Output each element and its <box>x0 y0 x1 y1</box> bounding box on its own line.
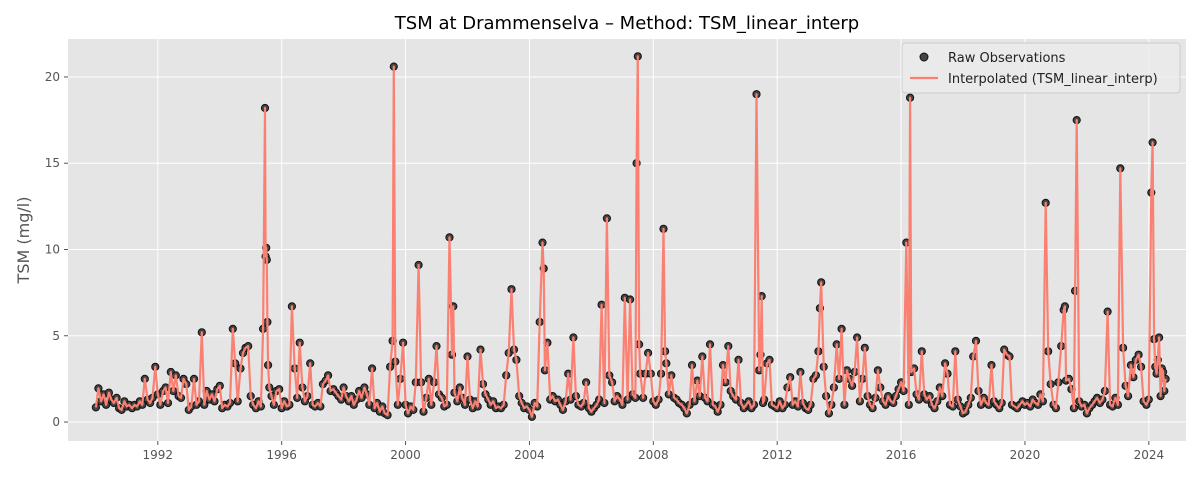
legend-label-interpolated: Interpolated (TSM_linear_interp) <box>948 72 1158 87</box>
x-tick-label: 1996 <box>266 448 297 462</box>
data-layer <box>91 52 1170 421</box>
x-tick-label: 2012 <box>762 448 793 462</box>
y-tick-label: 5 <box>52 329 60 343</box>
x-tick-label: 2000 <box>390 448 421 462</box>
y-tick-label: 20 <box>45 70 60 84</box>
legend-marker-raw <box>919 52 929 62</box>
legend: Raw Observations Interpolated (TSM_linea… <box>901 42 1181 94</box>
x-tick-label: 2004 <box>514 448 545 462</box>
x-tick-label: 1992 <box>143 448 174 462</box>
legend-label-raw-observations: Raw Observations <box>948 51 1066 66</box>
y-tick-label: 10 <box>45 242 60 256</box>
grid-lines <box>68 39 1186 441</box>
x-tick-label: 2024 <box>1134 448 1165 462</box>
axis-ticks: 1992 1996 2000 2004 2008 2012 2016 2020 2024 0 5 10… <box>45 70 1164 462</box>
y-tick-label: 15 <box>45 156 60 170</box>
y-axis-title: TSM (mg/l) <box>14 197 33 285</box>
chart-title: TSM at Drammenselva – Method: TSM_linear… <box>394 13 859 34</box>
x-tick-label: 2008 <box>638 448 669 462</box>
legend-box <box>901 42 1181 94</box>
y-tick-label: 0 <box>52 415 60 429</box>
interpolated-line <box>94 55 1167 418</box>
x-tick-label: 2016 <box>886 448 917 462</box>
x-tick-label: 2020 <box>1010 448 1041 462</box>
